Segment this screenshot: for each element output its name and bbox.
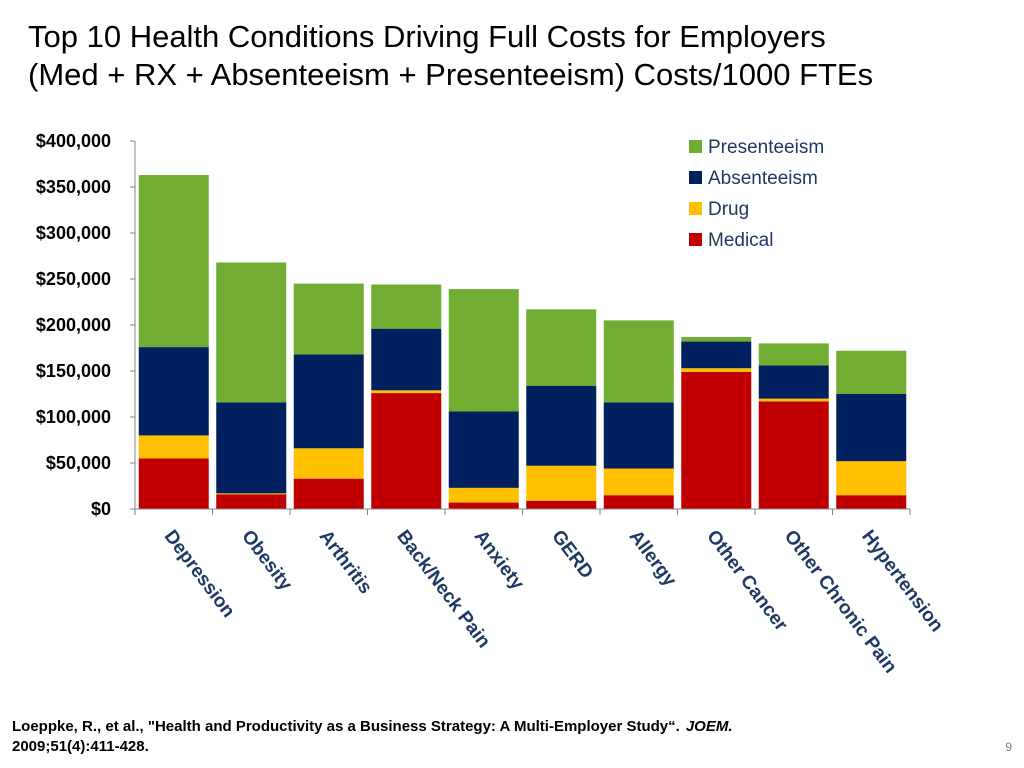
slide-title: Top 10 Health Conditions Driving Full Co…	[28, 18, 1008, 94]
bar-absenteeism-6	[526, 385, 597, 466]
bars	[138, 175, 907, 509]
bar-drug-5	[448, 487, 519, 503]
bar-presenteeism-3	[293, 283, 364, 355]
y-tick-label: $350,000	[36, 177, 111, 197]
y-tick-label: $200,000	[36, 315, 111, 335]
bar-medical-9	[758, 401, 829, 509]
bar-medical-10	[836, 495, 907, 509]
y-tick-label: $50,000	[46, 453, 111, 473]
x-tick-label: Arthritis	[315, 526, 376, 598]
bar-medical-1	[138, 458, 209, 509]
x-tick-label: Hypertension	[857, 526, 947, 636]
citation: Loeppke, R., et al., "Health and Product…	[12, 717, 1002, 757]
bar-absenteeism-5	[448, 411, 519, 488]
bar-drug-10	[836, 461, 907, 496]
bar-drug-7	[603, 468, 674, 496]
x-tick-label: Depression	[160, 526, 239, 621]
bar-drug-1	[138, 435, 209, 459]
y-tick-label: $100,000	[36, 407, 111, 427]
bar-drug-6	[526, 465, 597, 501]
legend-item-drug: Drug	[689, 199, 749, 220]
bar-presenteeism-8	[681, 336, 752, 342]
bar-medical-6	[526, 500, 597, 509]
legend-label: Absenteeism	[708, 168, 818, 189]
legend-label: Medical	[708, 230, 773, 251]
bar-medical-4	[371, 393, 442, 509]
title-line-2: (Med + RX + Absenteeism + Presenteeism) …	[28, 57, 874, 92]
y-tick-label: $150,000	[36, 361, 111, 381]
bar-medical-7	[603, 495, 674, 509]
y-tick-label: $0	[91, 499, 111, 519]
legend-swatch	[689, 140, 702, 153]
x-tick-label: GERD	[547, 526, 597, 582]
y-tick-label: $250,000	[36, 269, 111, 289]
legend-swatch	[689, 233, 702, 246]
legend-swatch	[689, 202, 702, 215]
bar-medical-2	[216, 494, 287, 509]
bar-absenteeism-4	[371, 328, 442, 391]
legend-label: Presenteeism	[708, 137, 824, 158]
bar-absenteeism-8	[681, 341, 752, 369]
legend-item-medical: Medical	[689, 230, 773, 251]
legend-item-presenteeism: Presenteeism	[689, 137, 824, 158]
legend-swatch	[689, 171, 702, 184]
bar-absenteeism-1	[138, 347, 209, 436]
bar-absenteeism-9	[758, 365, 829, 399]
bar-presenteeism-4	[371, 284, 442, 329]
x-tick-label: Allergy	[625, 526, 681, 590]
bar-medical-5	[448, 502, 519, 509]
x-tick-label: Other Cancer	[702, 526, 792, 635]
bar-medical-3	[293, 478, 364, 509]
bar-presenteeism-7	[603, 320, 674, 403]
bar-medical-8	[681, 371, 752, 509]
bar-presenteeism-9	[758, 343, 829, 366]
legend: Presenteeism Absenteeism Drug Medical	[689, 137, 824, 251]
bar-drug-9	[758, 398, 829, 402]
bar-absenteeism-3	[293, 354, 364, 449]
bar-absenteeism-10	[836, 394, 907, 462]
legend-item-absenteeism: Absenteeism	[689, 168, 818, 189]
bar-presenteeism-1	[138, 175, 209, 348]
citation-journal: JOEM.	[685, 718, 733, 735]
y-axis: $0 $50,000 $100,000 $150,000 $200,000 $250,00…	[36, 131, 136, 519]
citation-text: Loeppke, R., et al., "Health and Product…	[12, 718, 680, 735]
bar-drug-3	[293, 448, 364, 479]
bar-presenteeism-10	[836, 350, 907, 394]
bar-drug-2	[216, 493, 287, 495]
x-tick-label: Obesity	[237, 526, 296, 595]
bar-drug-8	[681, 368, 752, 372]
citation-details: 2009;51(4):411-428.	[12, 738, 149, 755]
bar-absenteeism-2	[216, 402, 287, 494]
legend-label: Drug	[708, 199, 749, 220]
y-tick-label: $300,000	[36, 223, 111, 243]
bar-presenteeism-5	[448, 289, 519, 412]
y-tick-label: $400,000	[36, 131, 111, 151]
bar-drug-4	[371, 390, 442, 394]
title-line-1: Top 10 Health Conditions Driving Full Co…	[28, 19, 826, 54]
bar-absenteeism-7	[603, 402, 674, 469]
bar-presenteeism-6	[526, 309, 597, 386]
page-number: 9	[1005, 740, 1012, 754]
bar-presenteeism-2	[216, 262, 287, 403]
x-tick-label: Anxiety	[470, 526, 528, 594]
